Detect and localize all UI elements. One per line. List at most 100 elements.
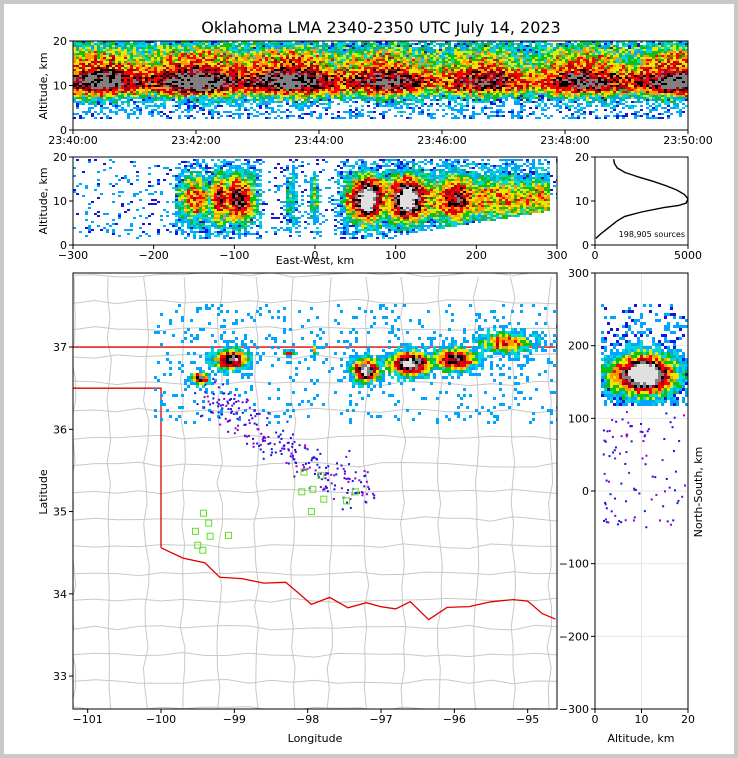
density-cell xyxy=(466,47,469,49)
density-cell xyxy=(415,67,418,69)
density-cell xyxy=(280,77,283,79)
density-cell xyxy=(490,73,493,75)
density-cell xyxy=(130,59,133,61)
density-cell xyxy=(121,57,124,59)
density-cell xyxy=(310,65,313,67)
density-cell xyxy=(478,43,481,45)
density-cell xyxy=(406,65,409,67)
density-cell xyxy=(169,111,172,113)
density-cell xyxy=(499,89,502,91)
density-cell xyxy=(361,57,364,59)
density-cell xyxy=(310,105,313,107)
density-cell xyxy=(112,83,115,85)
density-cell xyxy=(202,53,205,55)
density-cell xyxy=(130,81,133,83)
density-cell xyxy=(169,83,172,85)
density-cell xyxy=(445,79,448,81)
density-cell xyxy=(124,95,127,97)
density-cell xyxy=(343,101,346,103)
density-cell xyxy=(295,49,298,51)
density-cell xyxy=(385,81,388,83)
density-cell xyxy=(112,95,115,97)
density-cell xyxy=(202,95,205,97)
density-cell xyxy=(427,85,430,87)
density-cell xyxy=(196,99,199,101)
density-cell xyxy=(217,103,220,105)
density-cell xyxy=(181,83,184,85)
density-cell xyxy=(451,107,454,109)
density-cell xyxy=(199,99,202,101)
density-cell xyxy=(310,67,313,69)
density-cell xyxy=(448,101,451,103)
density-cell xyxy=(517,113,520,115)
density-cell xyxy=(316,45,319,47)
density-cell xyxy=(247,55,250,57)
density-cell xyxy=(406,105,409,107)
density-cell xyxy=(370,61,373,63)
density-cell xyxy=(454,47,457,49)
density-cell xyxy=(385,73,388,75)
density-cell xyxy=(112,71,115,73)
density-cell xyxy=(184,65,187,67)
density-cell xyxy=(271,97,274,99)
density-cell xyxy=(325,73,328,75)
density-cell xyxy=(445,91,448,93)
density-cell xyxy=(394,71,397,73)
density-cell xyxy=(463,63,466,65)
density-cell xyxy=(364,81,367,83)
density-cell xyxy=(283,55,286,57)
density-cell xyxy=(127,91,130,93)
density-cell xyxy=(343,77,346,79)
density-cell xyxy=(343,91,346,93)
density-cell xyxy=(76,95,79,97)
density-cell xyxy=(181,69,184,71)
density-cell xyxy=(142,65,145,67)
density-cell xyxy=(106,83,109,85)
density-cell xyxy=(208,101,211,103)
density-cell xyxy=(103,91,106,93)
density-cell xyxy=(418,59,421,61)
density-cell xyxy=(172,43,175,45)
density-cell xyxy=(79,65,82,67)
density-cell xyxy=(490,91,493,93)
density-cell xyxy=(511,73,514,75)
density-cell xyxy=(376,65,379,67)
density-cell xyxy=(433,55,436,57)
density-cell xyxy=(115,75,118,77)
density-cell xyxy=(502,63,505,65)
density-cell xyxy=(451,85,454,87)
density-cell xyxy=(256,71,259,73)
density-cell xyxy=(313,67,316,69)
density-cell xyxy=(316,101,319,103)
density-cell xyxy=(112,85,115,87)
density-cell xyxy=(442,77,445,79)
density-cell xyxy=(370,91,373,93)
density-cell xyxy=(361,71,364,73)
density-cell xyxy=(337,111,340,113)
density-cell xyxy=(415,105,418,107)
density-cell xyxy=(346,77,349,79)
density-cell xyxy=(256,63,259,65)
density-cell xyxy=(331,55,334,57)
density-cell xyxy=(151,93,154,95)
density-cell xyxy=(139,61,142,63)
density-cell xyxy=(373,59,376,61)
density-cell xyxy=(172,87,175,89)
density-cell xyxy=(304,59,307,61)
density-cell xyxy=(340,47,343,49)
density-cell xyxy=(181,45,184,47)
density-cell xyxy=(295,77,298,79)
density-cell xyxy=(118,85,121,87)
density-cell xyxy=(373,95,376,97)
density-cell xyxy=(175,73,178,75)
density-cell xyxy=(478,71,481,73)
density-cell xyxy=(499,81,502,83)
density-cell xyxy=(400,93,403,95)
density-cell xyxy=(361,77,364,79)
density-cell xyxy=(265,91,268,93)
density-cell xyxy=(289,65,292,67)
density-cell xyxy=(361,89,364,91)
density-cell xyxy=(520,45,523,47)
density-cell xyxy=(124,63,127,65)
density-cell xyxy=(283,99,286,101)
